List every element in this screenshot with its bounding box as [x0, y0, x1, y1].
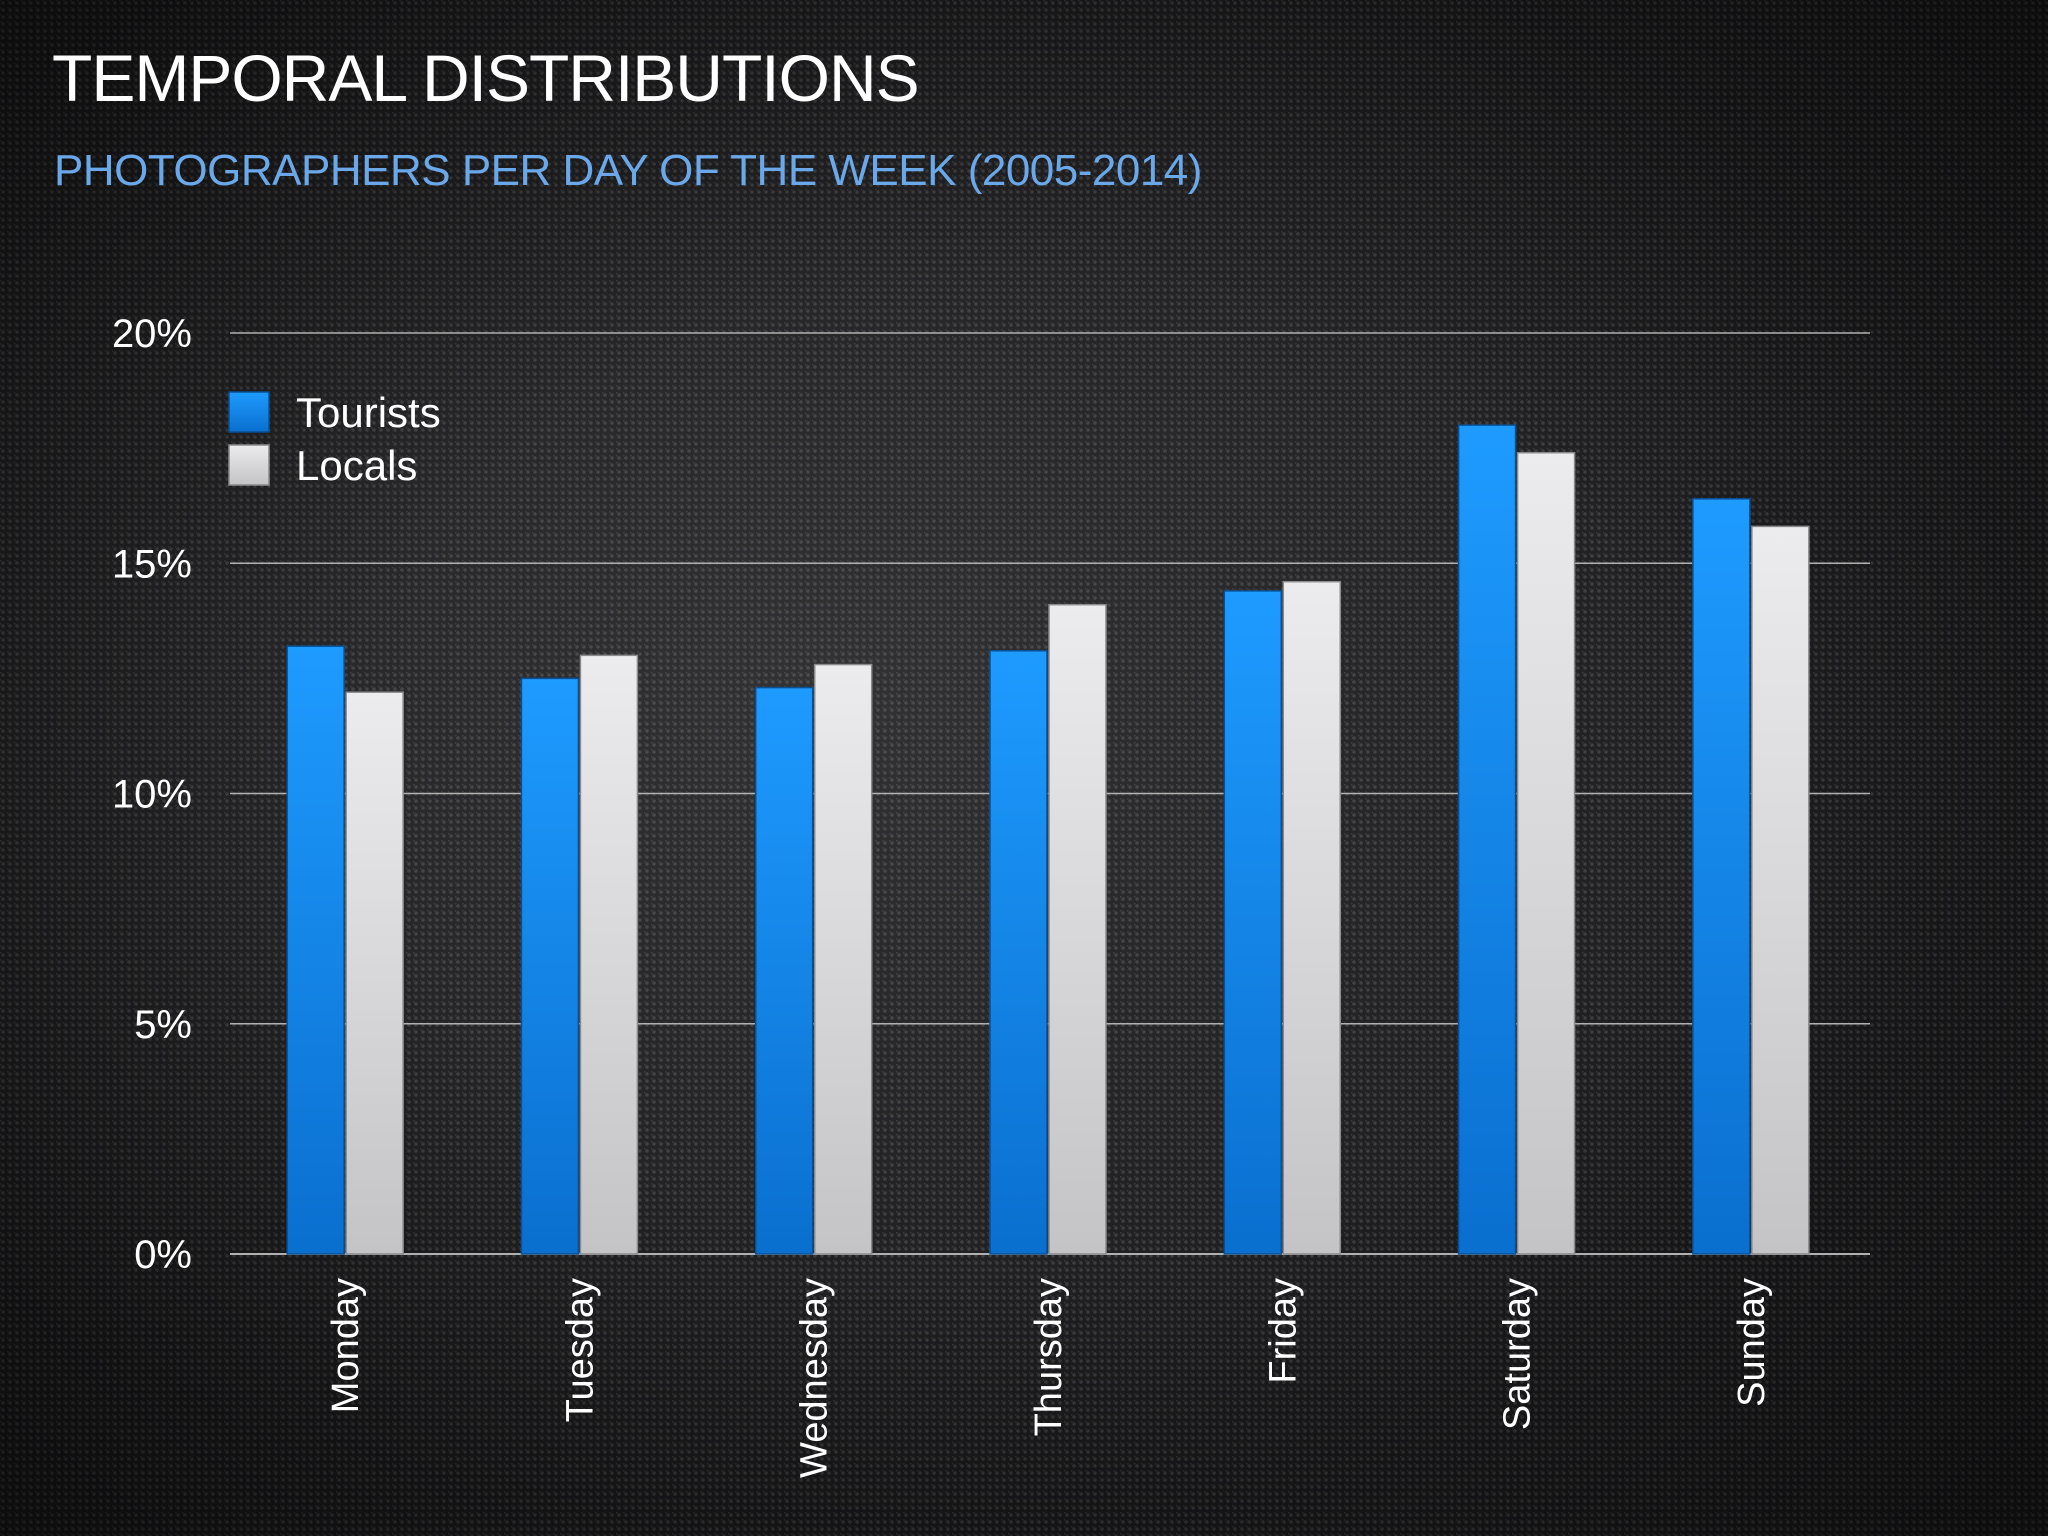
legend-label: Tourists	[296, 389, 441, 436]
locals-bar-tuesday	[579, 654, 639, 1255]
x-category-label: Sunday	[1731, 1278, 1773, 1407]
tourists-bar-saturday	[1457, 424, 1517, 1255]
locals-bar-wednesday	[813, 663, 873, 1255]
tourists-bar-sunday	[1692, 498, 1751, 1255]
locals-bar-monday	[345, 691, 404, 1255]
locals-legend-swatch	[228, 444, 270, 486]
x-category-label: Saturday	[1497, 1278, 1539, 1430]
locals-bar-saturday	[1516, 451, 1576, 1255]
x-category-label: Monday	[325, 1278, 367, 1413]
tourists-bar-thursday	[989, 649, 1048, 1255]
x-category-label: Wednesday	[794, 1278, 836, 1478]
locals-bar-thursday	[1048, 603, 1107, 1255]
tourists-bar-friday	[1223, 590, 1283, 1255]
x-category-label: Thursday	[1028, 1278, 1070, 1436]
locals-bar-sunday	[1751, 525, 1810, 1255]
y-tick-label: 10%	[112, 773, 192, 817]
slide-title: TEMPORAL DISTRIBUTIONS	[52, 41, 920, 115]
legend: Tourists Locals	[228, 389, 441, 489]
legend-label: Locals	[296, 442, 417, 489]
tourists-legend-swatch	[228, 391, 270, 433]
y-tick-label: 20%	[112, 312, 192, 356]
y-tick-label: 5%	[134, 1003, 192, 1047]
locals-bar-friday	[1282, 580, 1342, 1255]
y-tick-label: 15%	[112, 542, 192, 586]
x-category-label: Tuesday	[559, 1278, 601, 1422]
tourists-bar-wednesday	[754, 686, 814, 1255]
bars	[286, 424, 1810, 1255]
x-category-label: Friday	[1262, 1278, 1304, 1384]
y-tick-label: 0%	[134, 1233, 192, 1277]
tourists-bar-monday	[286, 645, 345, 1255]
slide-subtitle: PHOTOGRAPHERS PER DAY OF THE WEEK (2005-…	[54, 146, 1202, 195]
axis-labels: 0% 5% 10% 15% 20% Monday Tuesday Wednesday Thurs…	[112, 312, 1773, 1478]
tourists-bar-tuesday	[520, 677, 580, 1255]
